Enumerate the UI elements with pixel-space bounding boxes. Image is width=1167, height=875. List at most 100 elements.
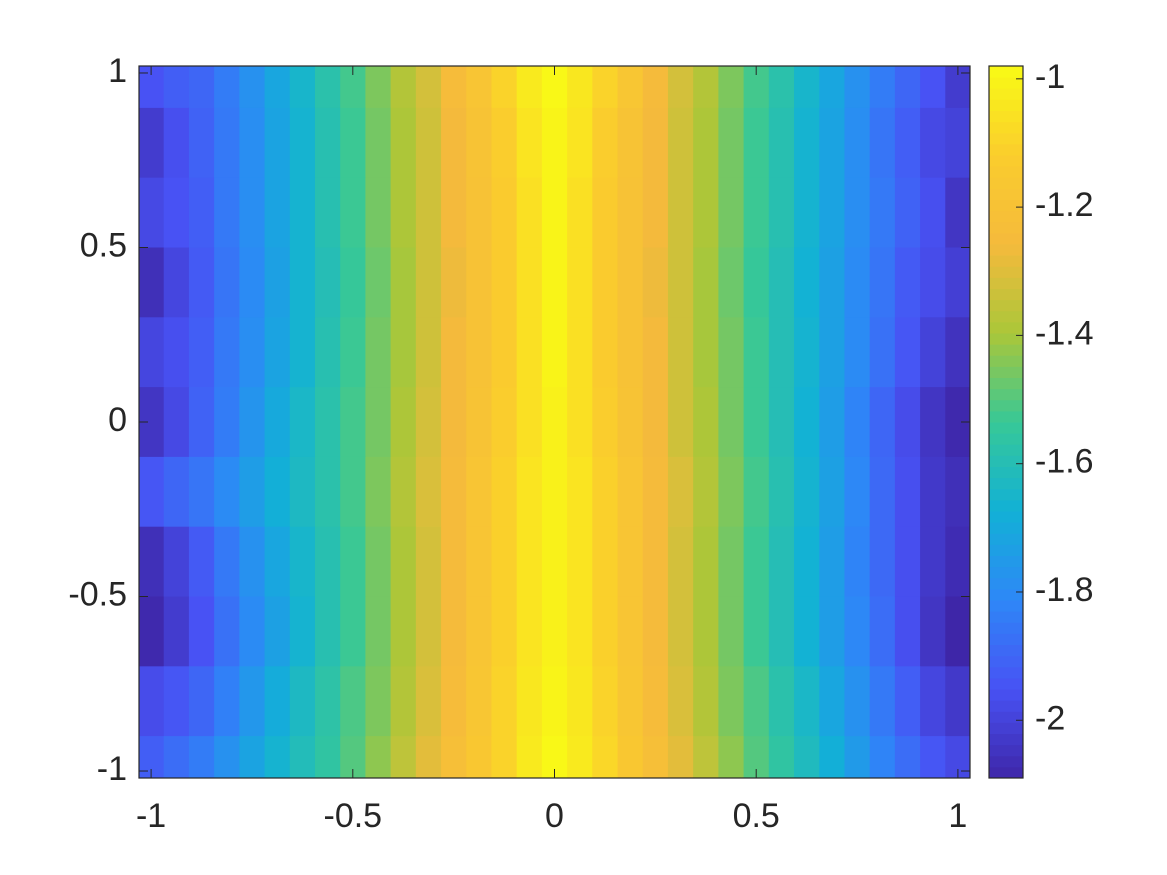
heat-cell [188, 596, 215, 667]
colorbar-segment [989, 677, 1023, 690]
heat-cell [567, 177, 593, 248]
heat-cell [214, 66, 240, 109]
heat-cell [768, 736, 795, 779]
heat-cell [239, 456, 266, 528]
heat-cell [516, 456, 543, 528]
heat-cell [516, 666, 543, 737]
heat-cell [239, 317, 266, 388]
heat-cell [264, 247, 291, 318]
heat-cell [214, 247, 240, 318]
heat-cell [869, 107, 896, 179]
heat-cell [491, 456, 518, 528]
heat-cell [289, 526, 316, 598]
heat-cell [667, 387, 694, 458]
heat-cell [390, 107, 417, 179]
heat-cell [314, 387, 341, 458]
heat-cell [239, 387, 266, 458]
heat-cell [415, 177, 442, 248]
heat-cell [365, 66, 392, 109]
heat-cell [139, 596, 165, 667]
heat-cell [920, 177, 946, 248]
heat-cell [718, 666, 745, 737]
heat-cell [642, 387, 669, 458]
heat-cell [289, 736, 316, 779]
colorbar-segment [989, 466, 1023, 479]
heat-cell [390, 596, 417, 667]
heat-cell [466, 107, 492, 179]
heat-cell [466, 387, 492, 458]
heat-cell [693, 247, 719, 318]
heat-cell [214, 177, 240, 248]
heat-cell [541, 247, 568, 318]
heat-cell [239, 736, 266, 779]
colorbar-segment [989, 355, 1023, 367]
heat-cell [516, 387, 543, 458]
heat-cell [844, 317, 871, 388]
colorbar-segment [989, 611, 1023, 623]
heat-cell [945, 317, 971, 388]
heat-cell [541, 387, 568, 458]
heat-cell [617, 317, 644, 388]
heat-cell [491, 526, 518, 598]
heat-cell [794, 177, 820, 248]
heat-cell [139, 66, 165, 109]
heat-cell [920, 66, 946, 109]
heat-cell [188, 387, 215, 458]
heat-cell [693, 526, 719, 598]
heat-cell [844, 387, 871, 458]
heat-cell [617, 526, 644, 598]
heat-cell [642, 247, 669, 318]
colorbar-frame [988, 65, 1024, 779]
heat-cell [264, 456, 291, 528]
heat-cell [264, 387, 291, 458]
heat-cell [214, 107, 240, 179]
colorbar-segment [989, 288, 1023, 301]
heat-cell [314, 177, 341, 248]
colorbar-segment [989, 143, 1023, 156]
heat-cell [415, 66, 442, 109]
x-tick-label: 1 [948, 797, 967, 835]
heat-cell [819, 66, 845, 109]
colorbar-segment [989, 533, 1023, 545]
colorbar-segment [989, 188, 1023, 200]
heat-cell [466, 596, 492, 667]
heat-cell [415, 387, 442, 458]
heat-cell [264, 736, 291, 779]
colorbar-tick-label: -2 [1035, 699, 1065, 737]
heat-cell [592, 247, 619, 318]
colorbar-segment [989, 66, 1023, 78]
heat-cell [667, 596, 694, 667]
heat-cell [768, 177, 795, 248]
colorbar-segment [989, 366, 1023, 378]
heat-cell [718, 177, 745, 248]
heat-cell [365, 666, 392, 737]
heat-cell [541, 456, 568, 528]
heat-cell [340, 177, 366, 248]
heat-cell [188, 177, 215, 248]
heat-cell [516, 526, 543, 598]
heat-cell [819, 526, 845, 598]
heat-cell [894, 736, 921, 779]
heat-cell [541, 666, 568, 737]
heat-cell [920, 107, 946, 179]
heat-cell [188, 736, 215, 779]
heat-cell [794, 666, 820, 737]
heat-cell [844, 456, 871, 528]
heat-cell [743, 526, 770, 598]
heat-cell [920, 526, 946, 598]
heat-cell [441, 736, 467, 779]
heat-cell [592, 526, 619, 598]
colorbar-segment [989, 689, 1023, 701]
heat-cell [365, 177, 392, 248]
heat-cell [567, 456, 593, 528]
heat-cell [667, 456, 694, 528]
heat-cell [718, 596, 745, 667]
heat-cell [894, 666, 921, 737]
heat-cell [340, 596, 366, 667]
heat-cell [214, 666, 240, 737]
colorbar-segment [989, 766, 1023, 779]
colorbar-segment [989, 633, 1023, 645]
colorbar-segment [989, 321, 1023, 334]
heat-cell [718, 247, 745, 318]
heat-cell [239, 66, 266, 109]
